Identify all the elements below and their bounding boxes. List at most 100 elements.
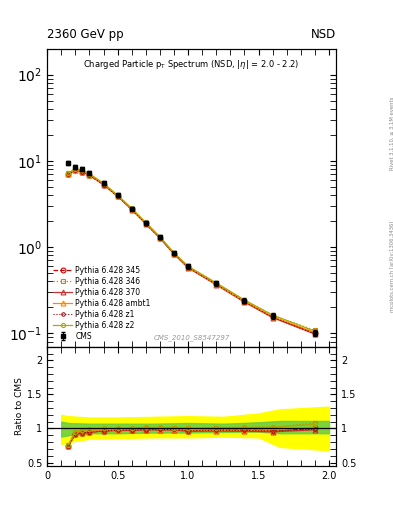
Pythia 6.428 346	[80, 167, 85, 174]
Pythia 6.428 z1	[115, 193, 120, 199]
Line: Pythia 6.428 z1: Pythia 6.428 z1	[66, 168, 317, 335]
Pythia 6.428 z2	[73, 166, 78, 172]
Pythia 6.428 ambt1	[186, 264, 191, 270]
Line: Pythia 6.428 ambt1: Pythia 6.428 ambt1	[66, 167, 317, 335]
Pythia 6.428 346	[129, 206, 134, 212]
Text: 2360 GeV pp: 2360 GeV pp	[47, 28, 124, 41]
Pythia 6.428 ambt1	[80, 168, 85, 174]
Y-axis label: Ratio to CMS: Ratio to CMS	[15, 377, 24, 435]
Pythia 6.428 370	[270, 314, 275, 321]
Pythia 6.428 z2	[80, 167, 85, 173]
Pythia 6.428 z2	[129, 205, 134, 211]
Pythia 6.428 345	[73, 167, 78, 173]
Pythia 6.428 z2	[87, 170, 92, 177]
Pythia 6.428 ambt1	[87, 172, 92, 178]
Pythia 6.428 z1	[214, 281, 219, 287]
Pythia 6.428 345	[242, 298, 247, 305]
Pythia 6.428 z2	[115, 192, 120, 198]
Pythia 6.428 z2	[172, 250, 176, 256]
Line: Pythia 6.428 z2: Pythia 6.428 z2	[66, 167, 317, 333]
Pythia 6.428 370	[242, 299, 247, 305]
Pythia 6.428 345	[129, 206, 134, 212]
Pythia 6.428 z2	[101, 180, 106, 186]
Pythia 6.428 z1	[312, 331, 317, 337]
Pythia 6.428 ambt1	[270, 314, 275, 320]
Pythia 6.428 ambt1	[312, 330, 317, 336]
Pythia 6.428 345	[186, 264, 191, 270]
Line: Pythia 6.428 346: Pythia 6.428 346	[66, 167, 317, 333]
Line: Pythia 6.428 345: Pythia 6.428 345	[66, 168, 317, 336]
Pythia 6.428 370	[73, 167, 78, 173]
Pythia 6.428 345	[172, 250, 176, 257]
Pythia 6.428 345	[214, 281, 219, 287]
Pythia 6.428 ambt1	[129, 206, 134, 212]
Pythia 6.428 346	[66, 170, 71, 176]
Pythia 6.428 ambt1	[101, 181, 106, 187]
Pythia 6.428 345	[66, 171, 71, 177]
Pythia 6.428 345	[158, 235, 162, 241]
Pythia 6.428 z1	[270, 314, 275, 320]
Pythia 6.428 346	[270, 312, 275, 318]
Pythia 6.428 z1	[129, 206, 134, 212]
Pythia 6.428 370	[186, 265, 191, 271]
Pythia 6.428 345	[143, 220, 148, 226]
Pythia 6.428 z1	[101, 182, 106, 188]
Pythia 6.428 370	[101, 182, 106, 188]
Pythia 6.428 z2	[66, 170, 71, 176]
Pythia 6.428 370	[143, 221, 148, 227]
Text: NSD: NSD	[311, 28, 336, 41]
Pythia 6.428 ambt1	[214, 281, 219, 287]
Pythia 6.428 345	[312, 330, 317, 336]
Pythia 6.428 346	[312, 327, 317, 333]
Pythia 6.428 z2	[312, 328, 317, 334]
Pythia 6.428 z1	[87, 172, 92, 178]
Pythia 6.428 z2	[214, 280, 219, 286]
Pythia 6.428 ambt1	[158, 234, 162, 241]
Pythia 6.428 345	[87, 172, 92, 178]
Pythia 6.428 z2	[270, 312, 275, 318]
Pythia 6.428 345	[115, 193, 120, 199]
Pythia 6.428 z1	[186, 264, 191, 270]
Pythia 6.428 z2	[143, 220, 148, 226]
Text: CMS_2010_S8547297: CMS_2010_S8547297	[153, 334, 230, 341]
Pythia 6.428 346	[158, 234, 162, 240]
Text: Rivet 3.1.10, ≥ 3.1M events: Rivet 3.1.10, ≥ 3.1M events	[390, 96, 393, 170]
Pythia 6.428 ambt1	[172, 250, 176, 257]
Pythia 6.428 370	[129, 206, 134, 212]
Pythia 6.428 346	[242, 297, 247, 304]
Pythia 6.428 345	[101, 182, 106, 188]
Pythia 6.428 370	[66, 171, 71, 177]
Pythia 6.428 370	[172, 251, 176, 257]
Pythia 6.428 z2	[186, 263, 191, 269]
Text: Charged Particle $\mathregular{p_T}$ Spectrum (NSD, $|\eta|$ = 2.0 - 2.2): Charged Particle $\mathregular{p_T}$ Spe…	[83, 57, 300, 71]
Pythia 6.428 370	[312, 331, 317, 337]
Pythia 6.428 346	[143, 220, 148, 226]
Pythia 6.428 370	[87, 172, 92, 178]
Pythia 6.428 ambt1	[66, 170, 71, 177]
Pythia 6.428 346	[73, 166, 78, 172]
Pythia 6.428 z1	[172, 250, 176, 257]
Line: Pythia 6.428 370: Pythia 6.428 370	[66, 168, 317, 336]
Pythia 6.428 370	[214, 282, 219, 288]
Pythia 6.428 z1	[66, 171, 71, 177]
Legend: Pythia 6.428 345, Pythia 6.428 346, Pythia 6.428 370, Pythia 6.428 ambt1, Pythia: Pythia 6.428 345, Pythia 6.428 346, Pyth…	[51, 264, 153, 343]
Pythia 6.428 z1	[73, 167, 78, 173]
Pythia 6.428 z1	[158, 235, 162, 241]
Pythia 6.428 370	[158, 235, 162, 241]
Pythia 6.428 ambt1	[242, 298, 247, 305]
Pythia 6.428 346	[101, 181, 106, 187]
Pythia 6.428 z1	[242, 298, 247, 305]
Pythia 6.428 z1	[143, 221, 148, 227]
Pythia 6.428 ambt1	[115, 193, 120, 199]
Pythia 6.428 z2	[158, 233, 162, 240]
Pythia 6.428 346	[214, 280, 219, 286]
Text: mcplots.cern.ch [arXiv:1306.3436]: mcplots.cern.ch [arXiv:1306.3436]	[390, 221, 393, 312]
Pythia 6.428 z1	[80, 168, 85, 175]
Pythia 6.428 346	[186, 263, 191, 269]
Pythia 6.428 346	[87, 171, 92, 177]
Pythia 6.428 ambt1	[73, 166, 78, 173]
Pythia 6.428 370	[115, 193, 120, 199]
Pythia 6.428 346	[172, 250, 176, 256]
Pythia 6.428 346	[115, 193, 120, 199]
Pythia 6.428 345	[80, 168, 85, 175]
